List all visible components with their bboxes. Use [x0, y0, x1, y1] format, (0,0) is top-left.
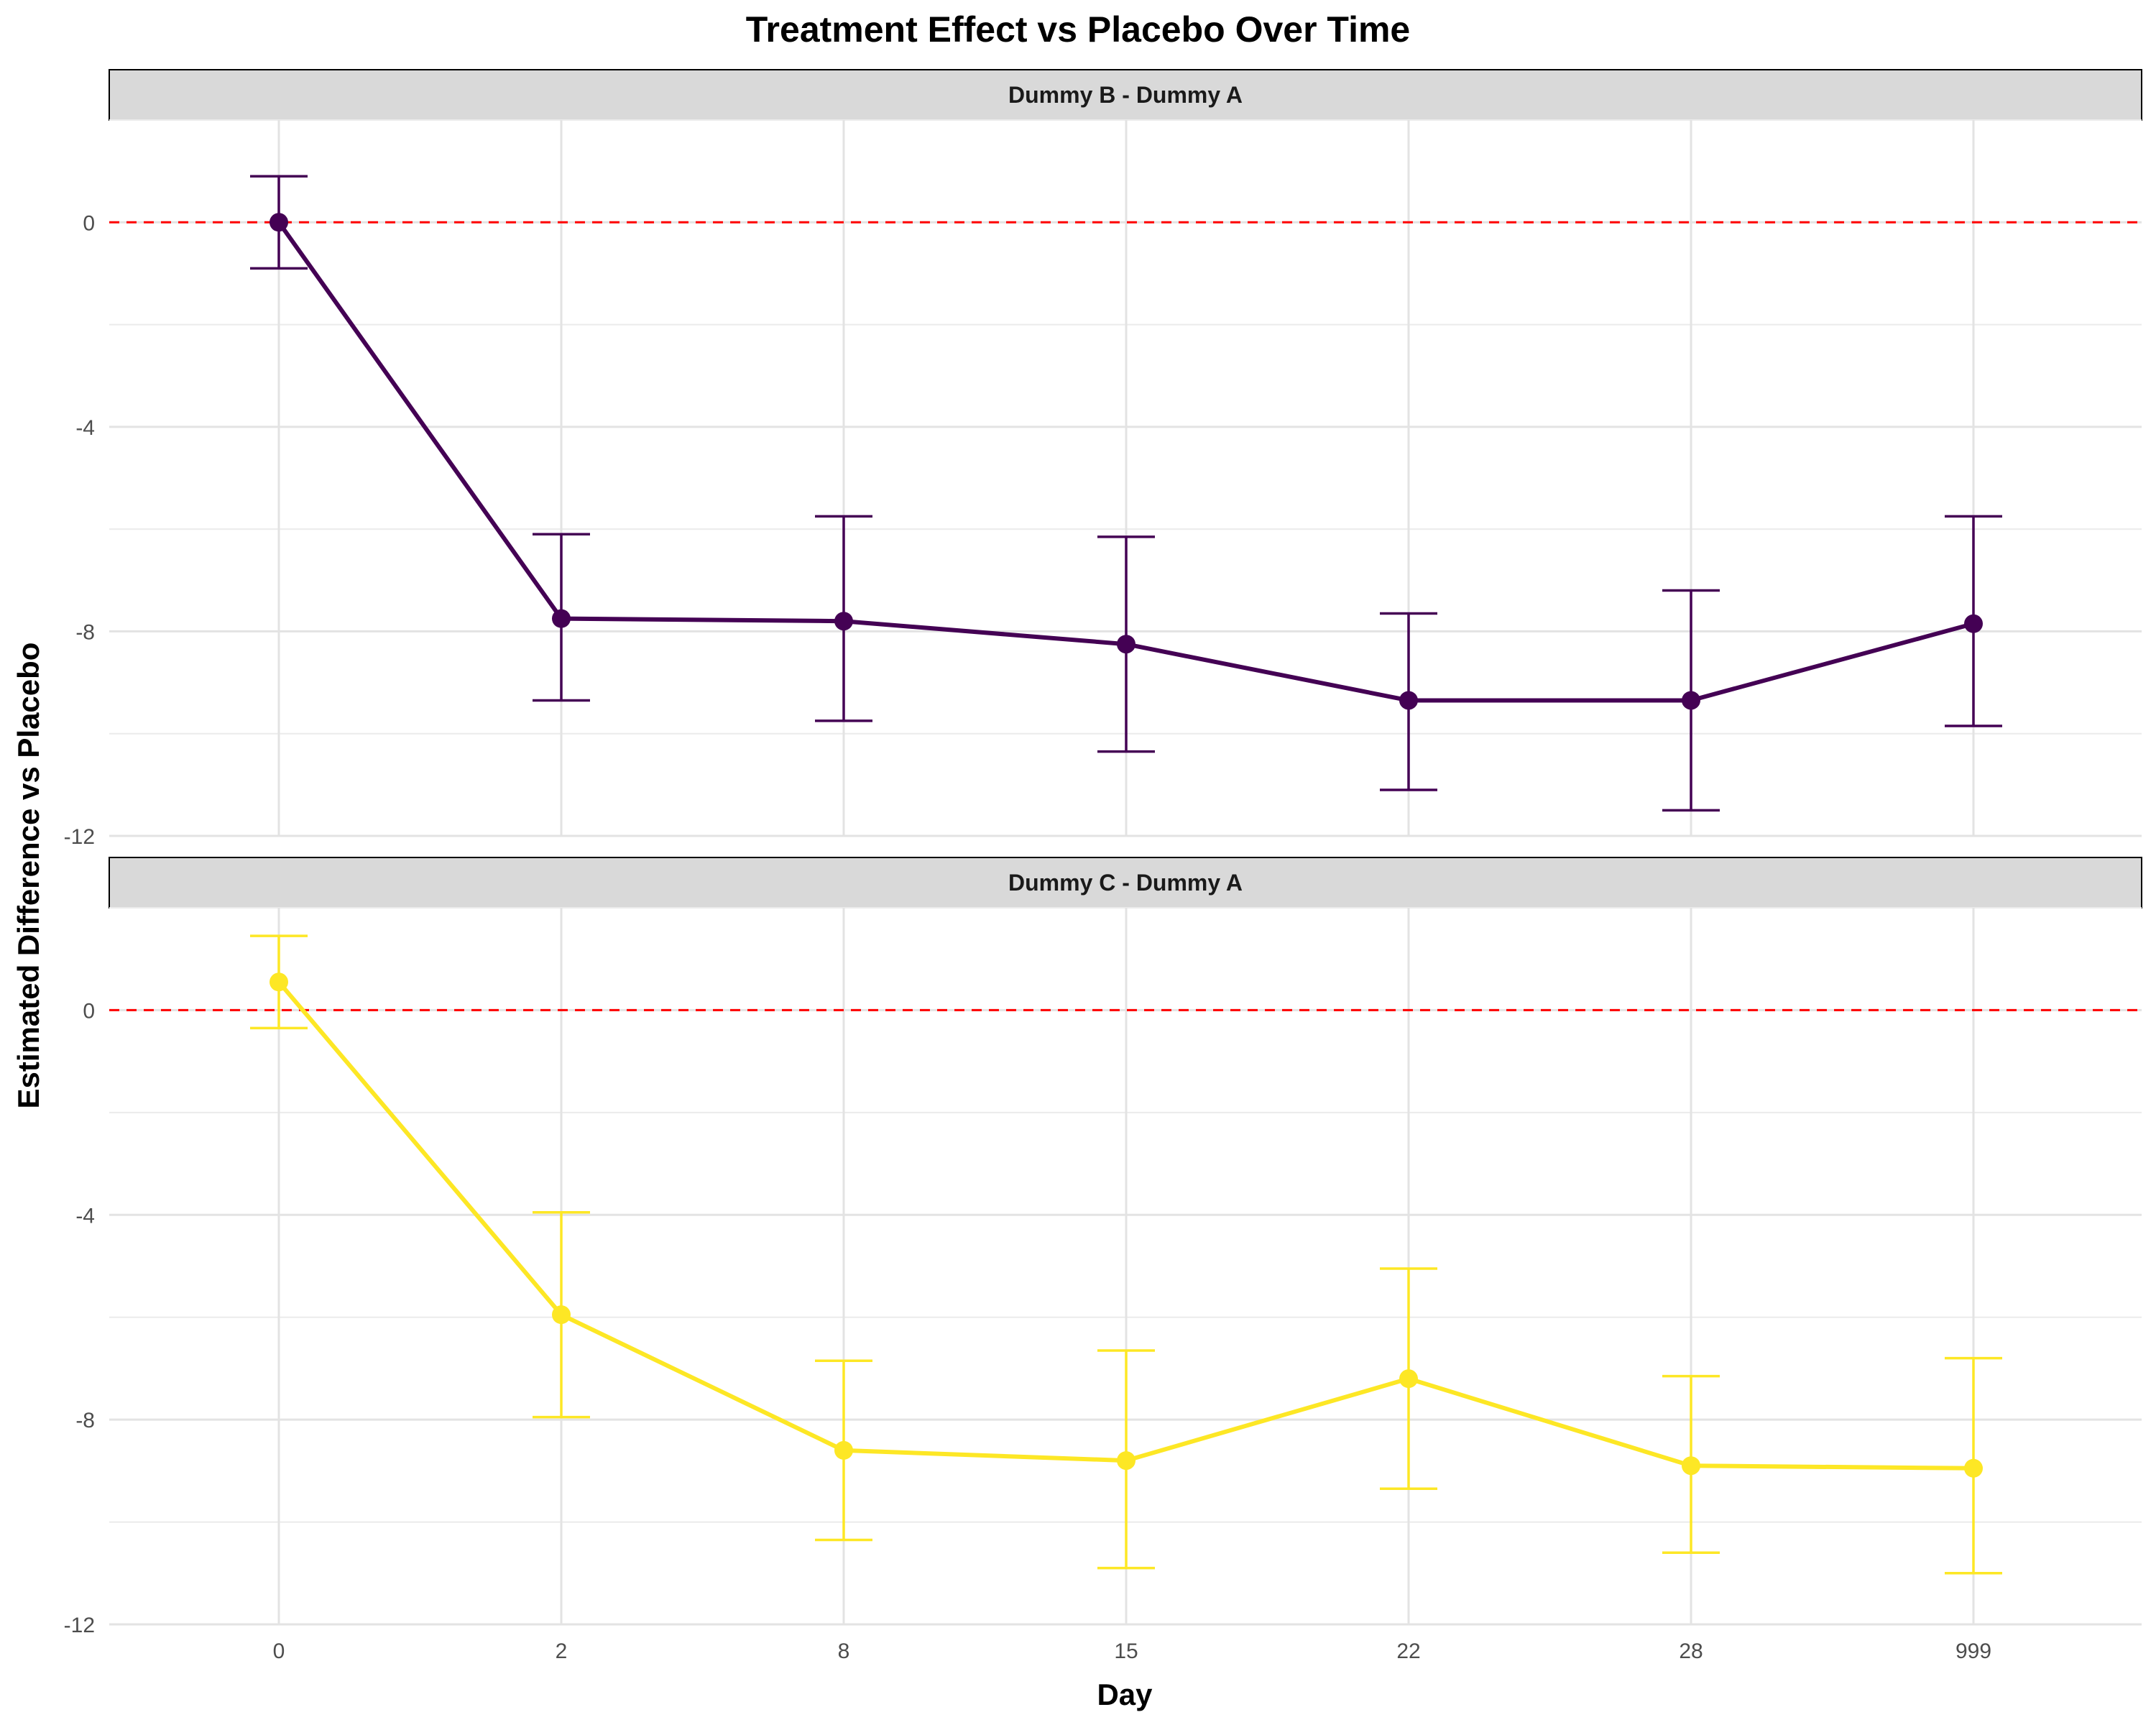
- x-tick-label: 8: [838, 1639, 850, 1663]
- y-tick-label: 0: [83, 211, 95, 235]
- x-tick-label: 0: [273, 1639, 285, 1663]
- x-tick-label: 15: [1114, 1639, 1138, 1663]
- panel-strip: [109, 69, 2142, 121]
- x-tick-label: 2: [556, 1639, 568, 1663]
- data-point: [1964, 1458, 1983, 1478]
- data-point: [270, 972, 288, 992]
- panel-strip-label: Dummy B - Dummy A: [1008, 82, 1243, 108]
- y-tick-label: -12: [64, 1614, 95, 1637]
- panel-strip-label: Dummy C - Dummy A: [1008, 870, 1243, 896]
- y-axis-label: Estimated Difference vs Placebo: [11, 643, 45, 1109]
- data-point: [1399, 1369, 1418, 1389]
- panel-2: Dummy C - Dummy A 0 -4 -8 -12: [64, 857, 2142, 1637]
- x-axis-label: Day: [1097, 1678, 1153, 1711]
- x-axis-ticks: 0 2 8 15 22 28 999: [273, 1639, 1991, 1663]
- panel-1: Dummy B - Dummy A 0 -4 -8 -12: [64, 69, 2142, 849]
- data-point: [1682, 1456, 1700, 1476]
- y-tick-label: -4: [75, 1204, 95, 1228]
- chart-title: Treatment Effect vs Placebo Over Time: [746, 9, 1410, 50]
- y-tick-label: -8: [75, 620, 95, 644]
- data-point: [270, 213, 288, 232]
- data-point: [1682, 691, 1700, 710]
- data-point: [1117, 1451, 1135, 1471]
- data-point: [1399, 691, 1418, 710]
- y-tick-label: -8: [75, 1409, 95, 1432]
- y-tick-label: 0: [83, 999, 95, 1023]
- y-tick-label: -12: [64, 825, 95, 849]
- x-tick-label: 28: [1679, 1639, 1703, 1663]
- data-point: [552, 1305, 571, 1325]
- data-point: [834, 612, 853, 631]
- data-point: [1117, 635, 1135, 654]
- data-point: [1964, 614, 1983, 633]
- y-tick-label: -4: [75, 416, 95, 440]
- data-point: [834, 1440, 853, 1460]
- x-tick-label: 999: [1955, 1639, 1991, 1663]
- x-tick-label: 22: [1396, 1639, 1420, 1663]
- data-point: [552, 609, 571, 628]
